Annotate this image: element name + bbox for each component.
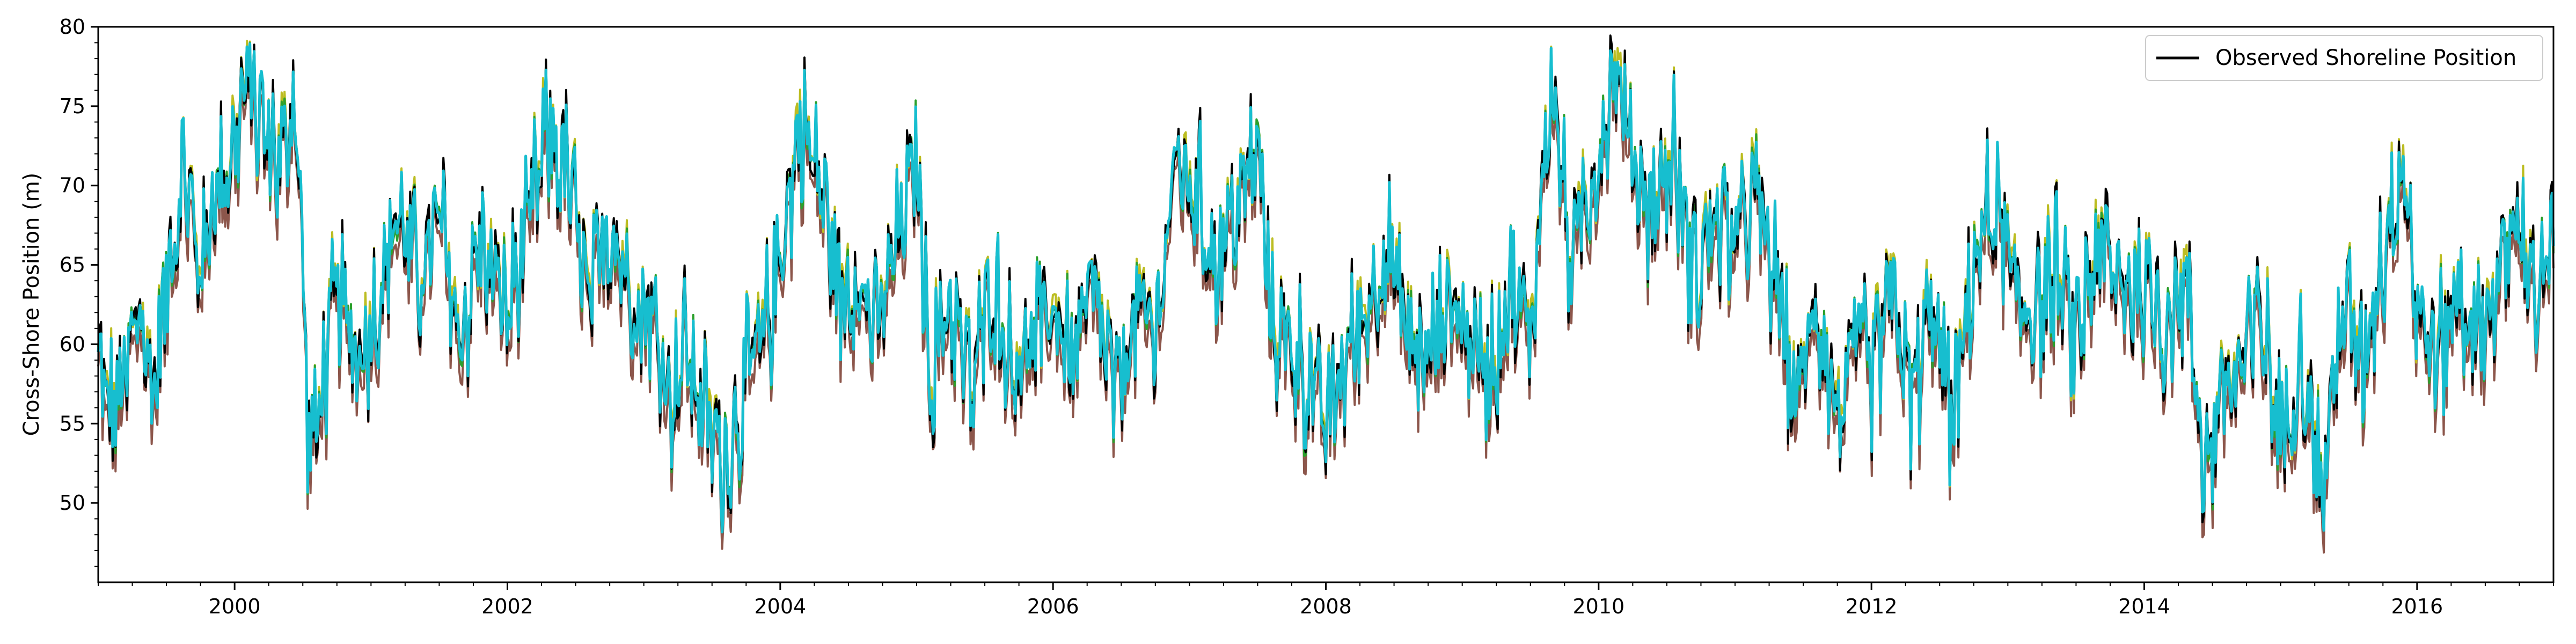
y-tick-label: 50: [60, 491, 85, 515]
x-tick-label: 2016: [2391, 595, 2443, 618]
x-tick-label: 2004: [754, 595, 806, 618]
x-tick-label: 2006: [1027, 595, 1079, 618]
y-axis: 50 55 60 65 70 75 80: [60, 15, 98, 567]
x-tick-label: 2002: [481, 595, 533, 618]
legend-frame: [2145, 35, 2543, 81]
x-tick-label: 2014: [2118, 595, 2170, 618]
x-tick-label: 2000: [209, 595, 261, 618]
y-tick-label: 65: [60, 253, 85, 277]
x-tick-label: 2008: [1300, 595, 1352, 618]
observed-series: [97, 34, 2555, 533]
legend-label-observed: Observed Shoreline Position: [2215, 46, 2516, 70]
y-tick-label: 80: [60, 15, 85, 39]
x-axis: 2000 2002 2004 2006 2008 2010 2012 2014 2016: [98, 582, 2554, 618]
y-tick-label: 55: [60, 412, 85, 435]
y-tick-label: 60: [60, 332, 85, 356]
model-run-line-top: [97, 42, 2555, 533]
y-tick-label: 75: [60, 94, 85, 118]
y-tick-label: 70: [60, 174, 85, 197]
x-tick-label: 2012: [1846, 595, 1898, 618]
legend: Observed Shoreline Position: [2145, 35, 2543, 81]
y-axis-title: Cross-Shore Position (m): [19, 173, 44, 436]
x-tick-label: 2010: [1572, 595, 1624, 618]
